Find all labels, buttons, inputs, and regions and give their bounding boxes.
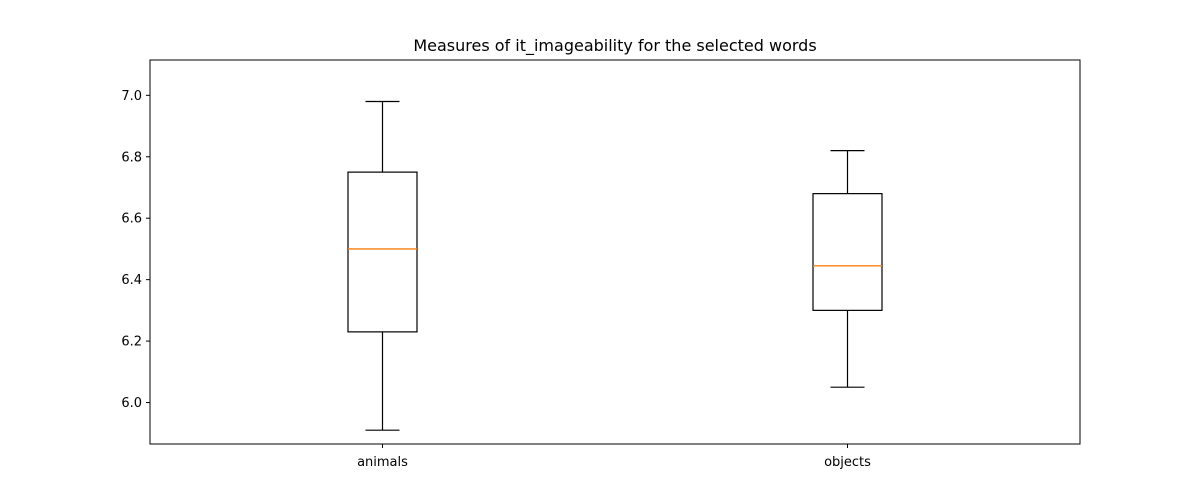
chart-title: Measures of it_imageability for the sele… (413, 36, 816, 56)
iqr-box (812, 193, 883, 311)
iqr-box (347, 171, 418, 333)
y-tick-label: 6.8 (121, 150, 142, 165)
y-tick-label: 6.0 (121, 396, 142, 411)
y-tick-label: 6.4 (121, 273, 142, 288)
plot-area-frame (149, 59, 1081, 445)
x-tick-label-objects: objects (824, 455, 871, 470)
y-tick-label: 7.0 (121, 89, 142, 104)
y-axis: 6.0 6.2 6.4 6.6 6.8 7.0 (121, 89, 150, 411)
x-axis: animals objects (357, 444, 871, 470)
box-series (347, 100, 883, 431)
y-tick-label: 6.2 (121, 335, 142, 350)
x-tick-label-animals: animals (357, 455, 408, 470)
y-tick-label: 6.6 (121, 212, 142, 227)
box-animals (347, 100, 418, 431)
box-objects (812, 150, 883, 388)
